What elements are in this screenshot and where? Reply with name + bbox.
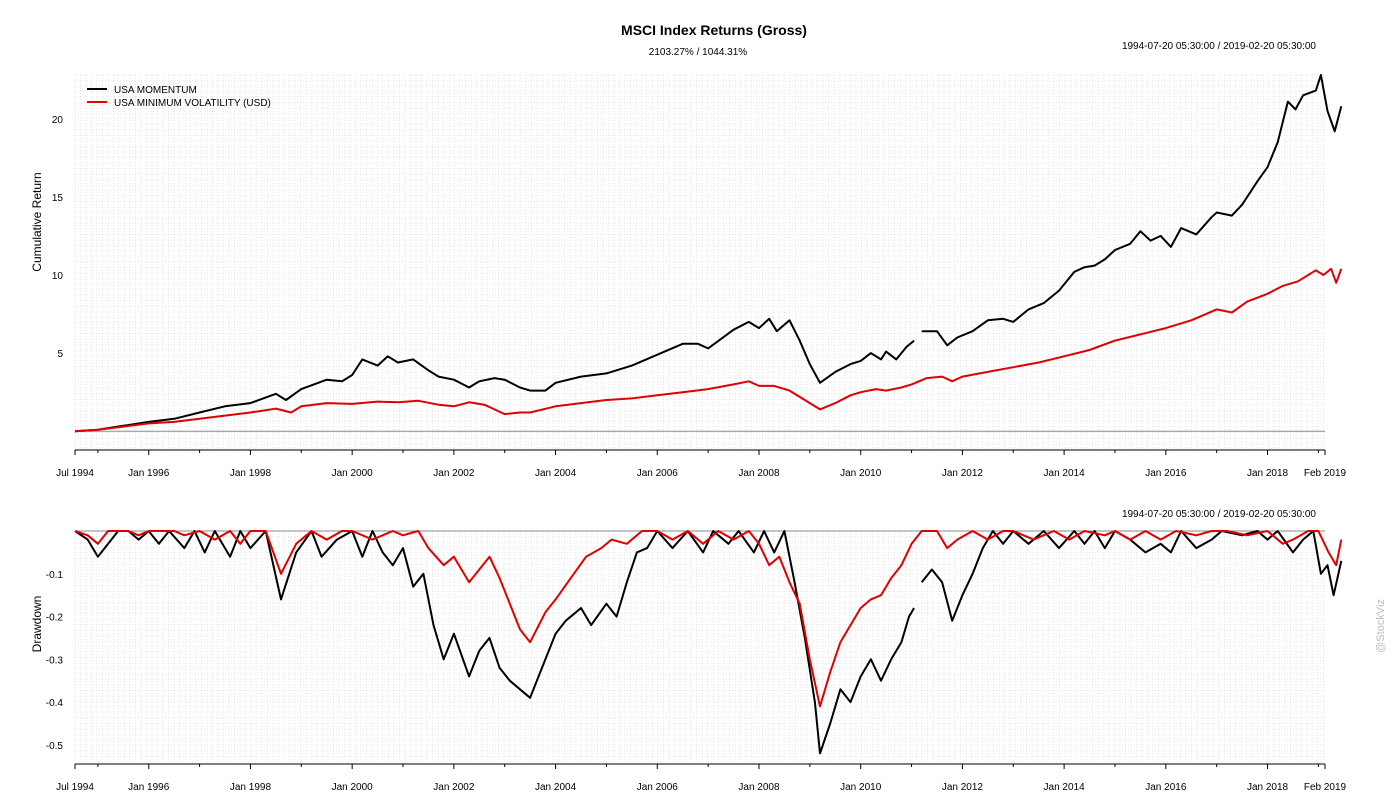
x-tick-label: Jan 2006 [637, 468, 679, 479]
y-axis-label: Drawdown [30, 596, 44, 653]
x-tick-label: Jan 2008 [738, 468, 780, 479]
x-tick-label: Jan 2004 [535, 468, 577, 479]
x-tick-label: Jan 2000 [332, 468, 374, 479]
date-range-label-top: 1994-07-20 05:30:00 / 2019-02-20 05:30:0… [1122, 41, 1316, 52]
x-tick-label: Jan 1996 [128, 782, 170, 793]
legend-label: USA MINIMUM VOLATILITY (USD) [114, 98, 271, 109]
drawdown-panel: -0.1 -0.2 -0.3 -0.4 -0.5 Drawdown Jul 1994 Jan … [30, 530, 1347, 793]
legend: USA MOMENTUM USA MINIMUM VOLATILITY (USD) [87, 85, 271, 109]
x-tick-label: Jul 1994 [56, 468, 94, 479]
x-tick-label: Jan 1998 [230, 468, 272, 479]
chart-title: MSCI Index Returns (Gross) [621, 22, 807, 38]
x-tick-label: Jan 1998 [230, 782, 272, 793]
x-tick-label: Jan 2014 [1044, 468, 1086, 479]
x-tick-label: Jan 1996 [128, 468, 170, 479]
x-tick-label: Jan 2010 [840, 782, 882, 793]
x-tick-label: Jan 2018 [1247, 782, 1289, 793]
series-line-usa-momentum [921, 74, 1343, 347]
y-tick-label: -0.4 [46, 698, 64, 709]
x-tick-label: Jan 2016 [1145, 782, 1187, 793]
y-tick-label: -0.1 [46, 570, 64, 581]
x-tick-label: Jul 1994 [56, 782, 94, 793]
series-line-usa-momentum [74, 530, 915, 755]
chart-subtitle: 2103.27% / 1044.31% [649, 47, 748, 58]
x-tick-label: Jan 2014 [1044, 782, 1086, 793]
y-tick-label: -0.5 [46, 741, 64, 752]
x-tick-label: Jan 2006 [637, 782, 679, 793]
y-tick-label: -0.2 [46, 613, 64, 624]
y-tick-label: 20 [52, 115, 64, 126]
legend-label: USA MOMENTUM [114, 85, 197, 96]
x-tick-label: Feb 2019 [1304, 782, 1347, 793]
x-tick-label: Jan 2002 [433, 782, 475, 793]
x-tick-label: Jan 2010 [840, 468, 882, 479]
x-tick-label: Feb 2019 [1304, 468, 1347, 479]
cumulative-return-panel: 5 10 15 20 Cumulative Return Jul 1994 Jan 1996… [30, 74, 1347, 479]
y-tick-label: -0.3 [46, 655, 64, 666]
x-tick-label: Jan 2002 [433, 468, 475, 479]
x-tick-label: Jan 2016 [1145, 468, 1187, 479]
x-tick-label: Jan 2000 [332, 782, 374, 793]
series-line-usa-minimum-volatility-usd [74, 530, 1343, 708]
series-line-usa-minimum-volatility-usd [74, 267, 1343, 433]
y-tick-label: 10 [52, 271, 64, 282]
x-tick-label: Jan 2008 [738, 782, 780, 793]
x-tick-label: Jan 2004 [535, 782, 577, 793]
series-line-usa-momentum [74, 317, 915, 433]
watermark: @StockViz [1375, 599, 1387, 653]
y-axis-label: Cumulative Return [30, 172, 44, 271]
date-range-label-bottom: 1994-07-20 05:30:00 / 2019-02-20 05:30:0… [1122, 509, 1316, 520]
x-tick-label: Jan 2018 [1247, 468, 1289, 479]
y-tick-label: 5 [57, 349, 63, 360]
y-tick-label: 15 [52, 193, 64, 204]
x-tick-label: Jan 2012 [942, 782, 984, 793]
x-tick-label: Jan 2012 [942, 468, 984, 479]
